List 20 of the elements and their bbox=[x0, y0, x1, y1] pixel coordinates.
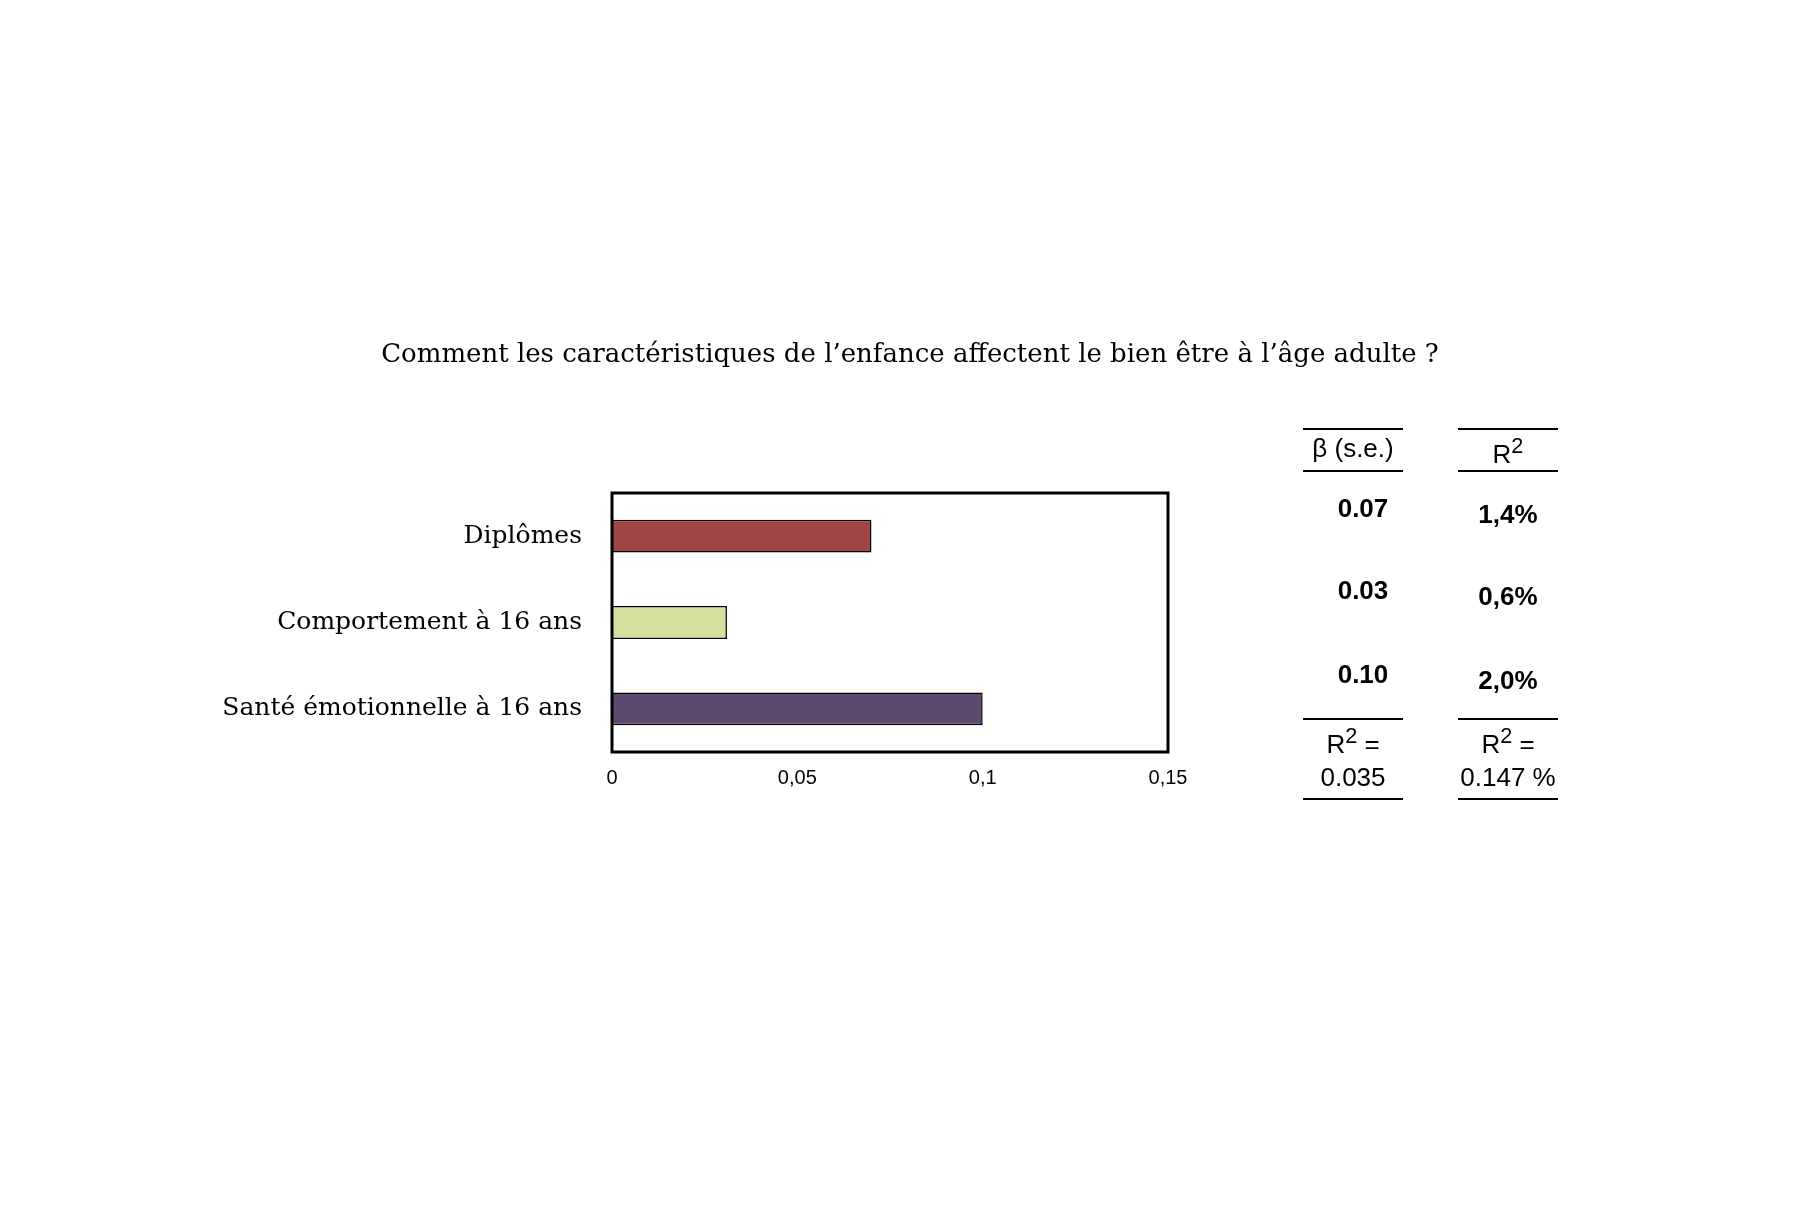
text: 0.147 % bbox=[1459, 762, 1557, 793]
text: R$^{2}$ = bbox=[1480, 723, 1536, 760]
text: 1,4% bbox=[1477, 499, 1539, 530]
text: β (s.e.) bbox=[1311, 433, 1395, 464]
x-tick-label: 0,05 bbox=[777, 765, 817, 788]
y-tick-label: Diplômes bbox=[463, 519, 582, 549]
x-tick-label: 0,15 bbox=[1148, 765, 1188, 788]
text: 0.035 bbox=[1319, 762, 1387, 793]
data-label: 0.07 bbox=[1336, 493, 1390, 524]
text: 2,0% bbox=[1477, 665, 1539, 696]
x-tick-label: 0,1 bbox=[968, 765, 997, 788]
data-label: 0.03 bbox=[1336, 575, 1390, 606]
text: R$^{2}$ = bbox=[1325, 723, 1381, 760]
text: 0,6% bbox=[1477, 581, 1539, 612]
text: R$^{2}$ bbox=[1491, 433, 1525, 470]
data-label: 0.10 bbox=[1336, 659, 1390, 690]
y-tick-label: Santé émotionnelle à 16 ans bbox=[222, 692, 582, 722]
y-tick-label: Comportement à 16 ans bbox=[277, 606, 582, 635]
chart-title: Comment les caractéristiques de l’enfance affectent le bien être à l’âge adulte ? bbox=[380, 338, 1440, 368]
x-tick-label: 0 bbox=[606, 765, 618, 788]
